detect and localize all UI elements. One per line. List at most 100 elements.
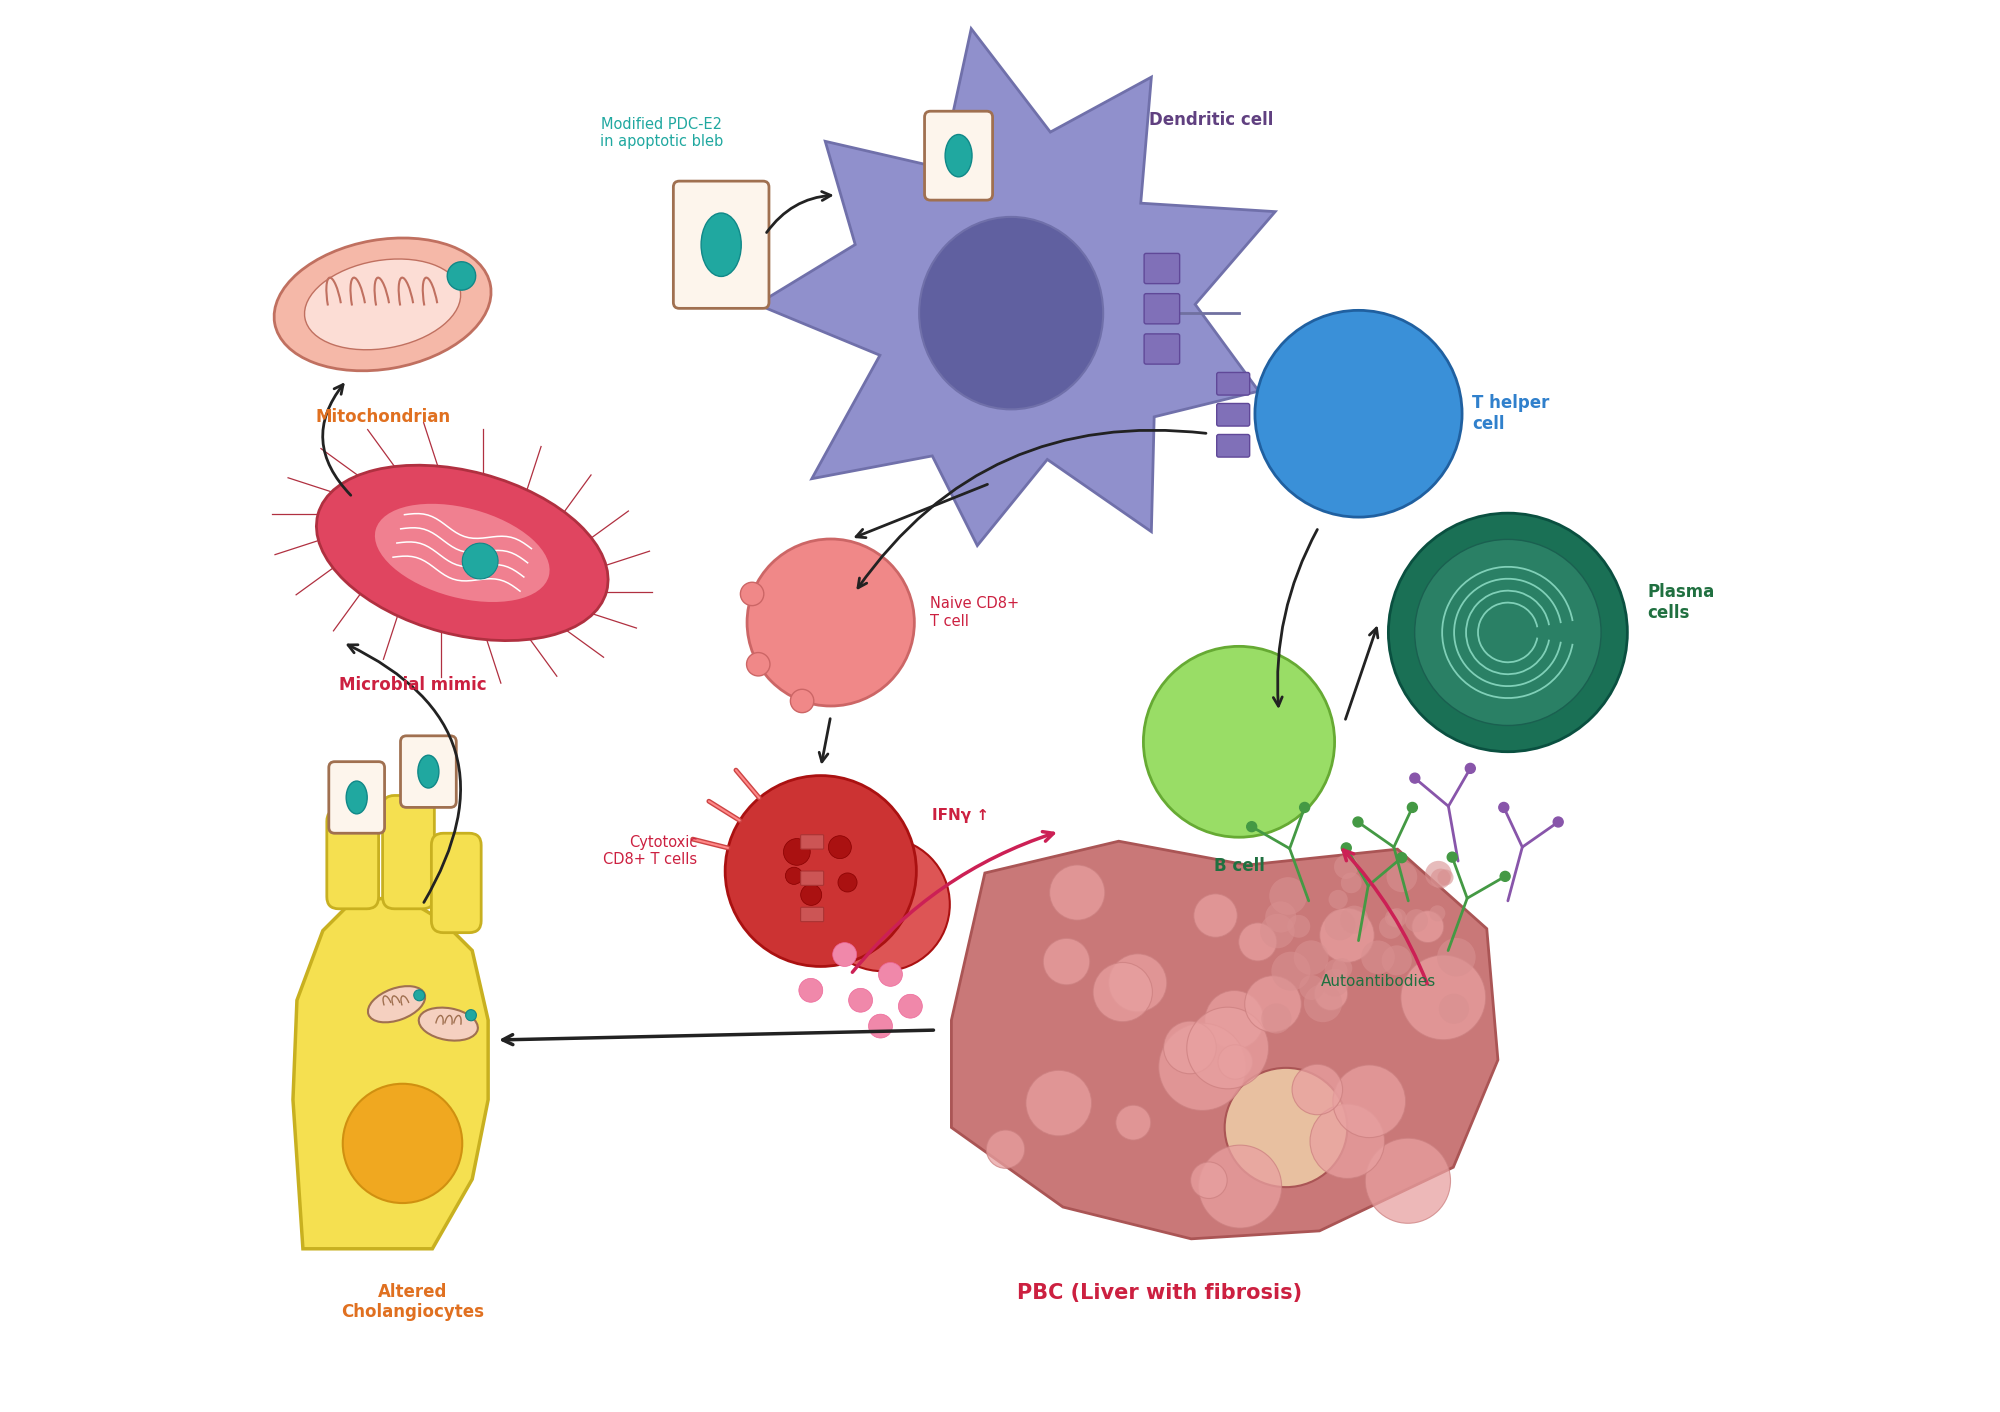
Circle shape bbox=[1324, 959, 1348, 981]
Circle shape bbox=[816, 837, 950, 971]
FancyBboxPatch shape bbox=[924, 112, 992, 201]
Circle shape bbox=[1430, 905, 1446, 921]
FancyBboxPatch shape bbox=[382, 795, 434, 909]
Circle shape bbox=[746, 652, 770, 676]
Circle shape bbox=[1320, 908, 1374, 963]
Ellipse shape bbox=[316, 465, 608, 641]
FancyBboxPatch shape bbox=[800, 834, 824, 849]
Circle shape bbox=[1094, 963, 1152, 1022]
Text: Autoantibodies: Autoantibodies bbox=[1320, 974, 1436, 990]
Circle shape bbox=[1334, 854, 1358, 878]
Circle shape bbox=[848, 988, 872, 1012]
Circle shape bbox=[1426, 861, 1452, 887]
Circle shape bbox=[1366, 1138, 1450, 1223]
Ellipse shape bbox=[346, 781, 368, 813]
Circle shape bbox=[1260, 914, 1294, 949]
FancyBboxPatch shape bbox=[1216, 373, 1250, 395]
Circle shape bbox=[800, 884, 822, 905]
Circle shape bbox=[1186, 1007, 1268, 1089]
Circle shape bbox=[832, 943, 856, 966]
Polygon shape bbox=[952, 842, 1498, 1238]
Circle shape bbox=[1050, 866, 1104, 921]
Circle shape bbox=[1158, 1024, 1246, 1110]
Circle shape bbox=[1190, 1162, 1228, 1199]
Ellipse shape bbox=[368, 986, 426, 1022]
Circle shape bbox=[1438, 938, 1476, 977]
FancyBboxPatch shape bbox=[328, 761, 384, 833]
Ellipse shape bbox=[374, 504, 550, 602]
Circle shape bbox=[1410, 774, 1420, 784]
Circle shape bbox=[1322, 969, 1348, 997]
Text: Altered
Cholangiocytes: Altered Cholangiocytes bbox=[340, 1282, 484, 1322]
Circle shape bbox=[1328, 890, 1348, 909]
Circle shape bbox=[1218, 1045, 1252, 1079]
Circle shape bbox=[1332, 1065, 1406, 1138]
Circle shape bbox=[1044, 939, 1090, 984]
FancyBboxPatch shape bbox=[1144, 333, 1180, 364]
Text: Naive CD8+
T cell: Naive CD8+ T cell bbox=[930, 596, 1020, 628]
Circle shape bbox=[1164, 1021, 1216, 1073]
Circle shape bbox=[1352, 818, 1362, 827]
Ellipse shape bbox=[414, 990, 424, 1001]
Circle shape bbox=[1324, 909, 1356, 940]
Circle shape bbox=[1198, 1145, 1282, 1228]
Circle shape bbox=[1404, 909, 1428, 932]
Text: Modified PDC-E2
in apoptotic bleb: Modified PDC-E2 in apoptotic bleb bbox=[600, 117, 724, 150]
Circle shape bbox=[1342, 843, 1352, 853]
Circle shape bbox=[1266, 901, 1296, 932]
Circle shape bbox=[1414, 539, 1602, 726]
Circle shape bbox=[1408, 802, 1418, 812]
Polygon shape bbox=[758, 28, 1276, 545]
Circle shape bbox=[1340, 905, 1368, 933]
Circle shape bbox=[1238, 923, 1276, 962]
Circle shape bbox=[1144, 647, 1334, 837]
FancyBboxPatch shape bbox=[800, 908, 824, 922]
Ellipse shape bbox=[274, 239, 492, 371]
Circle shape bbox=[1400, 955, 1486, 1039]
Circle shape bbox=[898, 994, 922, 1018]
Circle shape bbox=[1294, 940, 1328, 976]
FancyBboxPatch shape bbox=[1216, 404, 1250, 426]
Circle shape bbox=[786, 867, 802, 884]
Circle shape bbox=[1254, 311, 1462, 517]
Circle shape bbox=[1194, 894, 1238, 938]
Circle shape bbox=[1246, 822, 1256, 832]
Ellipse shape bbox=[462, 544, 498, 579]
Circle shape bbox=[1262, 1004, 1292, 1034]
Circle shape bbox=[1382, 946, 1412, 976]
Circle shape bbox=[1412, 911, 1444, 943]
Circle shape bbox=[726, 775, 916, 966]
Text: Cytotoxic
CD8+ T cells: Cytotoxic CD8+ T cells bbox=[604, 834, 698, 867]
Circle shape bbox=[784, 839, 810, 866]
Circle shape bbox=[1304, 984, 1342, 1022]
Circle shape bbox=[878, 963, 902, 987]
Circle shape bbox=[1388, 908, 1406, 928]
Circle shape bbox=[1310, 1104, 1384, 1179]
Ellipse shape bbox=[418, 755, 438, 788]
Circle shape bbox=[1378, 915, 1402, 939]
Circle shape bbox=[1270, 877, 1306, 915]
Circle shape bbox=[798, 979, 822, 1003]
Ellipse shape bbox=[920, 217, 1104, 409]
Text: Dendritic cell: Dendritic cell bbox=[1150, 112, 1274, 130]
Text: Mitochondrian: Mitochondrian bbox=[316, 408, 450, 426]
Circle shape bbox=[1332, 959, 1352, 979]
Circle shape bbox=[1340, 873, 1362, 894]
Circle shape bbox=[342, 1084, 462, 1203]
Circle shape bbox=[868, 1014, 892, 1038]
Polygon shape bbox=[292, 897, 488, 1248]
Circle shape bbox=[790, 689, 814, 713]
Circle shape bbox=[1554, 818, 1564, 827]
Circle shape bbox=[1498, 802, 1508, 812]
Text: Plasma
cells: Plasma cells bbox=[1648, 583, 1714, 623]
Circle shape bbox=[1448, 853, 1458, 863]
Circle shape bbox=[838, 873, 858, 892]
Text: PBC (Liver with fibrosis): PBC (Liver with fibrosis) bbox=[1016, 1282, 1302, 1303]
FancyBboxPatch shape bbox=[432, 833, 482, 933]
Ellipse shape bbox=[946, 134, 972, 176]
Circle shape bbox=[828, 836, 852, 858]
Circle shape bbox=[1288, 915, 1310, 938]
Circle shape bbox=[1362, 940, 1394, 974]
FancyBboxPatch shape bbox=[400, 736, 456, 808]
FancyBboxPatch shape bbox=[1144, 294, 1180, 323]
